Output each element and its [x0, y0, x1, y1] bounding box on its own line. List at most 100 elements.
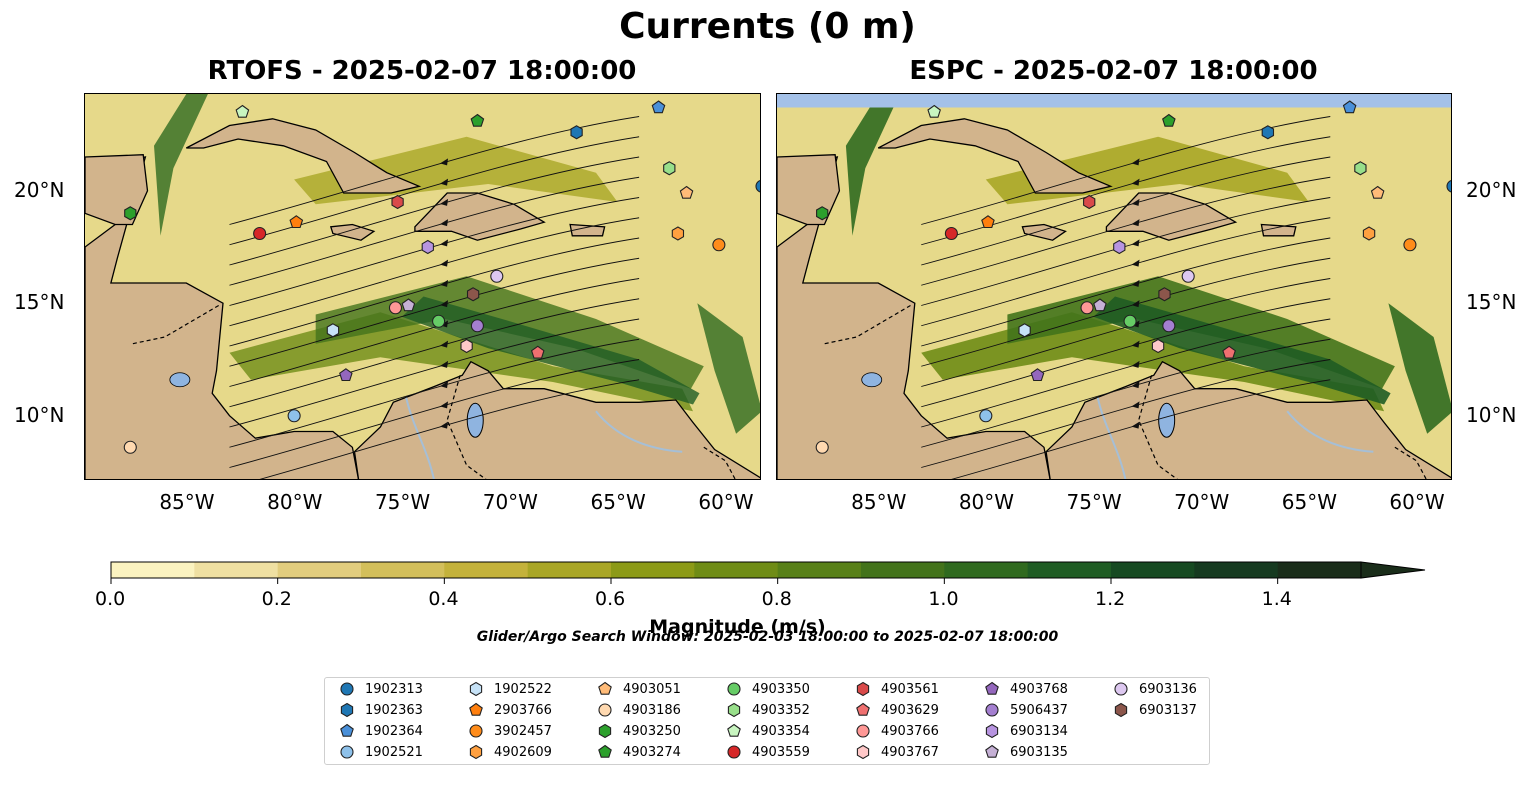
legend-item-1902521: 1902521: [339, 744, 423, 760]
lake-nicaragua: [861, 372, 883, 388]
legend-marker: [598, 723, 612, 739]
lake-nicaragua: [169, 372, 191, 388]
legend-circle-icon: [598, 703, 612, 717]
float-marker-4903186: [123, 440, 137, 454]
colorbar-segment: [111, 562, 195, 578]
float-marker-4903766: [388, 301, 403, 315]
streamline-arrow: [1131, 178, 1140, 186]
border-line: [132, 304, 219, 345]
legend-label: 1902313: [365, 681, 423, 697]
legend-circle-icon: [340, 682, 354, 696]
colorbar-segment: [444, 562, 529, 578]
float-marker-4903354: [927, 104, 941, 118]
legend-marker: [1114, 702, 1128, 718]
legend-label: 4903350: [752, 681, 810, 697]
espc-panel-title: ESPC - 2025-02-07 18:00:00: [909, 56, 1318, 86]
streamline-arrow: [1131, 421, 1140, 429]
legend-label: 4903561: [881, 681, 939, 697]
streamline-arrow: [440, 340, 449, 348]
float-marker-6903136: [490, 269, 504, 283]
speed-band: [697, 303, 760, 434]
streamline-arrow: [1131, 360, 1140, 368]
legend-hexagon-icon: [856, 744, 870, 760]
legend-item-4903561: 4903561: [855, 681, 939, 697]
float-marker-4903629: [530, 345, 545, 359]
legend-label: 6903134: [1010, 723, 1068, 739]
streamline-arrow: [440, 158, 449, 166]
legend-pentagon-icon: [469, 702, 483, 716]
legend-label: 4903051: [623, 681, 681, 697]
colorbar-segment: [1027, 562, 1112, 578]
legend-item-4903354: 4903354: [726, 723, 810, 739]
legend-label: 4903274: [623, 744, 681, 760]
legend-item-1902522: 1902522: [468, 681, 552, 697]
colorbar-segment: [611, 562, 695, 578]
legend-marker: [727, 702, 741, 718]
legend-hexagon-icon: [469, 681, 483, 697]
legend-label: 4903559: [752, 744, 810, 760]
legend-marker: [856, 702, 870, 716]
legend-circle-icon: [469, 724, 483, 738]
lat-tick-label-right: 20°N: [1466, 177, 1517, 202]
legend-hexagon-icon: [727, 702, 741, 718]
legend-marker: [985, 744, 999, 758]
legend-item-4902609: 4902609: [468, 744, 552, 760]
streamline-arrow: [440, 259, 449, 267]
streamline-arrow: [440, 421, 449, 429]
float-marker-1902313: [755, 180, 760, 193]
legend-label: 4903250: [623, 723, 681, 739]
float-marker-4903768: [1030, 368, 1045, 382]
float-marker-1902364: [651, 100, 666, 114]
legend-marker: [856, 681, 870, 697]
legend-label: 4903354: [752, 723, 810, 739]
legend-label: 1902363: [365, 702, 423, 718]
streamline-arrow: [1131, 300, 1140, 308]
lon-tick-label: 65°W: [590, 490, 646, 514]
espc-map-panel[interactable]: [776, 93, 1452, 480]
colorbar-tick-label: 0.8: [761, 588, 792, 610]
legend-marker: [469, 724, 483, 738]
legend-hexagon-icon: [856, 681, 870, 697]
figure-title: Currents (0 m): [619, 6, 916, 47]
legend-label: 4903352: [752, 702, 810, 718]
streamline-arrow: [440, 300, 449, 308]
legend-marker: [340, 702, 354, 718]
float-marker-5906437: [1162, 319, 1176, 333]
legend-item-4903766: 4903766: [855, 723, 939, 739]
lon-tick-label: 85°W: [159, 490, 215, 514]
streamline-arrow: [440, 401, 449, 409]
legend-item-5906437: 5906437: [984, 702, 1068, 718]
float-marker-4903629: [1222, 345, 1236, 359]
legend-label: 4903766: [881, 723, 939, 739]
legend-item-4903767: 4903767: [855, 744, 939, 760]
float-legend: 1902313 1902363 1902364 1902521 1902522 29037…: [324, 677, 1210, 765]
lon-tick-label: 70°W: [482, 490, 538, 514]
colorbar-tick-label: 0.0: [95, 588, 126, 610]
lake-maracaibo: [466, 402, 484, 438]
lon-tick-label: 75°W: [374, 490, 431, 514]
espc-map: [777, 94, 1451, 479]
colorbar-extend-arrow: [1360, 561, 1426, 579]
border-line: [446, 375, 487, 479]
river: [1286, 410, 1374, 453]
legend-item-4903350: 4903350: [726, 681, 810, 697]
float-marker-3902457: [1403, 238, 1417, 252]
float-marker-1902363: [1261, 125, 1275, 140]
cuba-land: [877, 118, 1113, 194]
border-line: [824, 304, 911, 345]
streamline-arrow: [440, 219, 449, 227]
colorbar-segment: [861, 562, 945, 578]
legend-item-2903766: 2903766: [468, 702, 552, 718]
legend-item-3902457: 3902457: [468, 723, 552, 739]
float-marker-1902363: [570, 125, 583, 140]
float-marker-4902609: [671, 226, 685, 241]
float-marker-4903767: [1151, 338, 1165, 354]
lon-tick-label: 70°W: [1174, 490, 1230, 514]
legend-item-6903136: 6903136: [1113, 681, 1197, 697]
float-marker-6903135: [401, 298, 416, 312]
river: [595, 410, 683, 453]
yucatan-land: [777, 154, 841, 226]
legend-label: 2903766: [494, 702, 552, 718]
rtofs-map-panel[interactable]: [84, 93, 761, 480]
lat-tick-label-right: 10°N: [1466, 402, 1517, 427]
